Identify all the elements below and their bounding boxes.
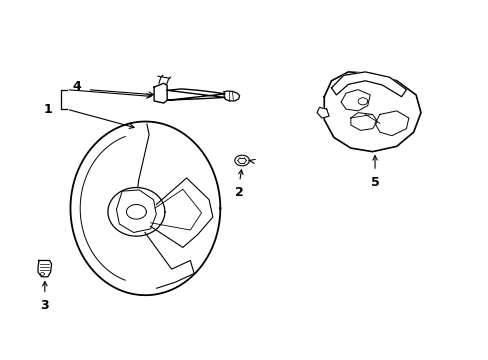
Polygon shape <box>38 260 52 277</box>
Text: 5: 5 <box>370 176 379 189</box>
Text: 1: 1 <box>43 103 52 116</box>
Text: 4: 4 <box>73 80 81 93</box>
Polygon shape <box>331 72 406 97</box>
Text: 2: 2 <box>235 186 244 199</box>
Polygon shape <box>374 111 408 136</box>
Polygon shape <box>350 113 377 130</box>
Polygon shape <box>316 107 328 118</box>
Polygon shape <box>154 83 167 103</box>
Polygon shape <box>224 91 239 101</box>
Polygon shape <box>324 72 420 152</box>
Polygon shape <box>341 90 369 111</box>
Polygon shape <box>167 89 224 100</box>
Text: 3: 3 <box>41 299 49 312</box>
